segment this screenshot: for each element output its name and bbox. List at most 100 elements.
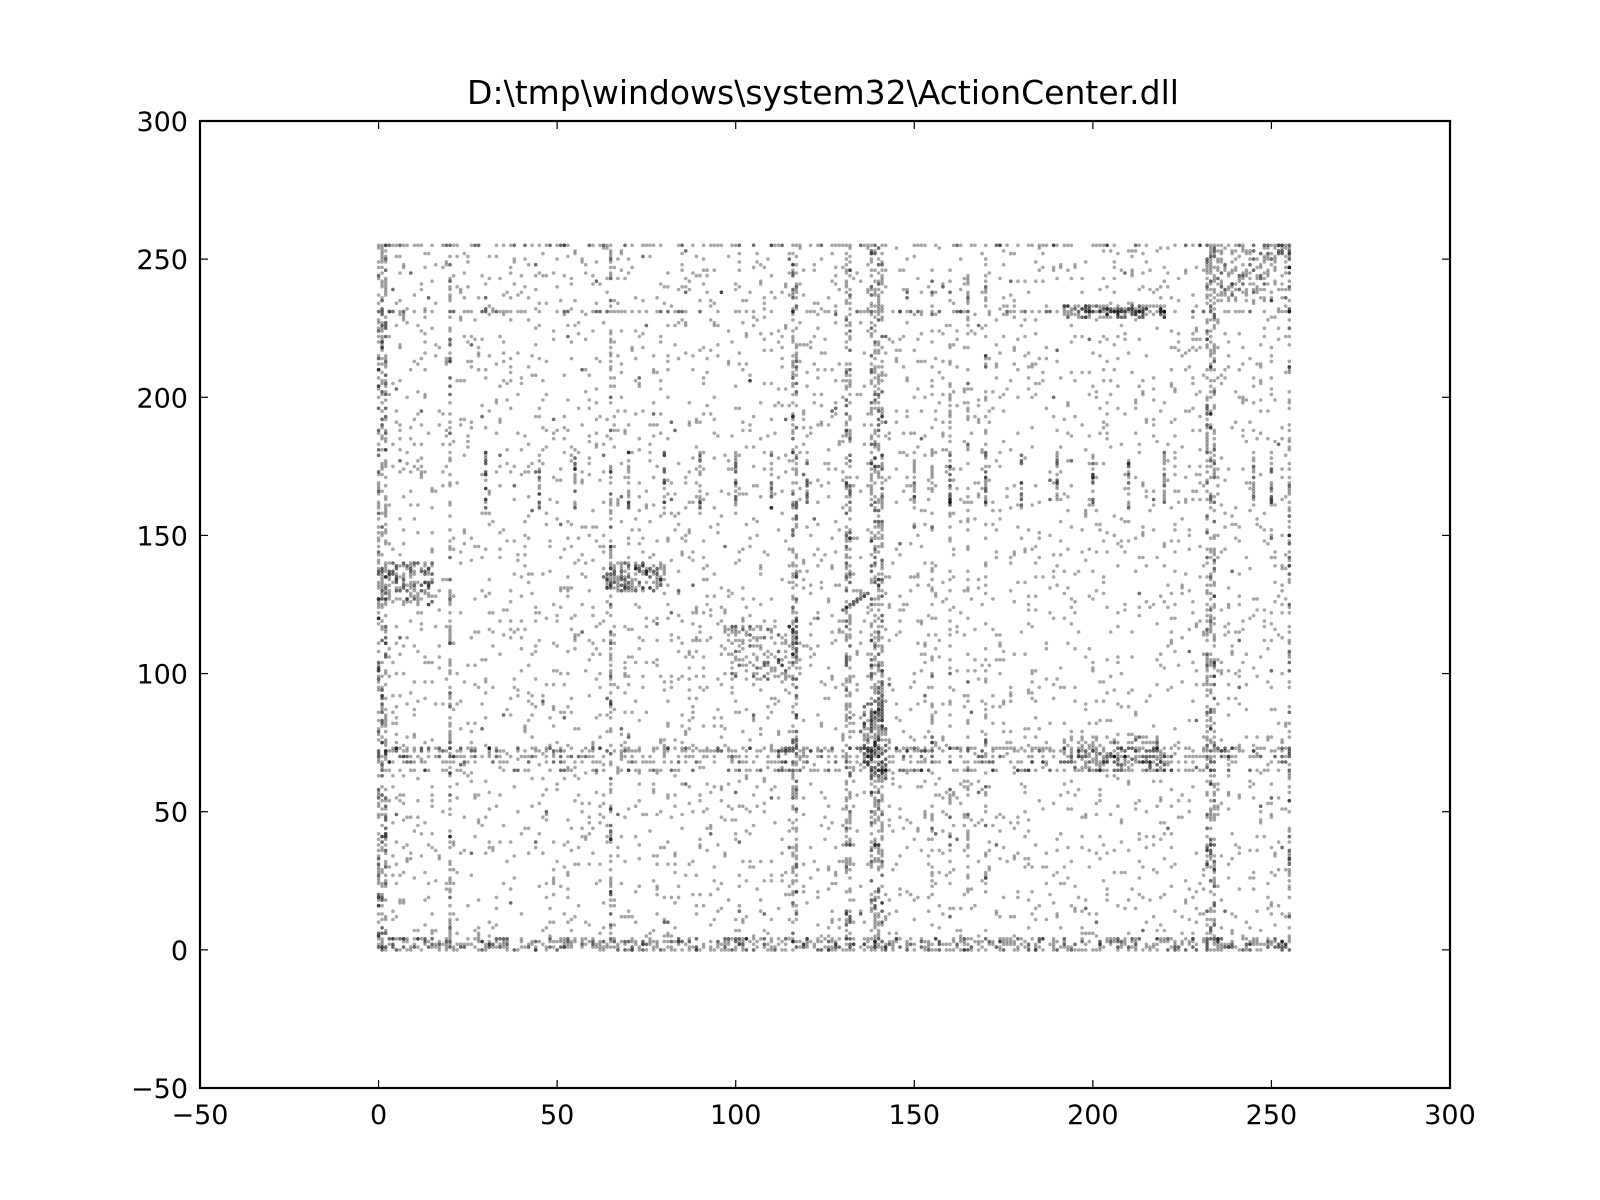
data-point (780, 577, 784, 582)
data-point (508, 901, 513, 905)
data-point (666, 699, 670, 703)
data-point (691, 704, 695, 709)
data-point (662, 680, 667, 684)
data-point (519, 945, 524, 949)
data-point (1055, 914, 1059, 919)
data-point (776, 699, 781, 703)
data-point (673, 514, 677, 518)
data-point (598, 544, 602, 549)
data-point (1083, 931, 1088, 936)
data-point (773, 696, 777, 701)
data-point (951, 343, 956, 347)
data-point (1112, 870, 1117, 875)
data-point (1194, 718, 1199, 723)
data-point (894, 409, 899, 413)
data-point (648, 937, 652, 941)
data-point (1116, 611, 1120, 615)
data-point (1216, 320, 1220, 325)
data-point (841, 738, 845, 742)
data-point (848, 674, 852, 679)
data-point (476, 937, 481, 941)
data-point (1198, 619, 1202, 623)
data-point (1273, 555, 1277, 560)
data-point (751, 942, 756, 947)
data-point (1187, 649, 1192, 654)
data-point (548, 937, 552, 941)
data-point (1137, 384, 1142, 389)
data-point (655, 862, 659, 866)
data-point (419, 611, 424, 615)
data-point (923, 945, 927, 949)
data-point (380, 591, 384, 596)
data-point (648, 829, 652, 833)
data-point (1030, 445, 1034, 449)
data-point (526, 851, 531, 855)
data-point (916, 572, 920, 576)
data-point (1216, 782, 1220, 786)
data-point (651, 782, 656, 786)
data-point (794, 862, 799, 866)
data-point (1266, 906, 1270, 911)
data-point (866, 412, 870, 416)
data-point (1287, 641, 1292, 645)
data-point (462, 417, 467, 422)
data-point (1191, 599, 1195, 604)
data-point (1169, 685, 1174, 690)
data-point (408, 815, 413, 819)
data-point (483, 450, 488, 455)
data-point (1033, 279, 1038, 284)
data-point (905, 602, 909, 607)
data-point (433, 848, 438, 853)
data-point (1251, 428, 1256, 433)
data-point (708, 298, 713, 303)
data-point (1269, 622, 1274, 626)
data-point (583, 390, 588, 394)
data-point (583, 575, 588, 579)
data-point (716, 945, 720, 949)
data-point (776, 633, 781, 637)
data-point (912, 942, 917, 947)
data-point (1208, 917, 1213, 922)
data-point (1080, 909, 1084, 913)
data-point (694, 494, 699, 499)
data-point (1183, 901, 1188, 905)
data-point (705, 273, 709, 278)
data-point (1269, 782, 1274, 786)
data-point (991, 939, 995, 944)
data-point (430, 804, 434, 808)
data-point (519, 376, 524, 380)
data-point (598, 685, 602, 690)
data-point (1026, 528, 1031, 532)
data-point (419, 832, 424, 836)
data-point (1212, 682, 1217, 687)
data-point (1187, 464, 1192, 469)
data-point (937, 848, 942, 853)
data-point (1173, 948, 1177, 952)
data-point (801, 862, 806, 866)
data-point (1116, 406, 1120, 411)
data-point (655, 309, 659, 314)
data-point (466, 439, 470, 444)
data-point (1080, 937, 1084, 941)
data-point (894, 500, 899, 505)
data-point (683, 320, 688, 325)
data-point (869, 367, 874, 372)
data-point (1080, 550, 1084, 554)
data-point (501, 378, 506, 383)
data-point (669, 633, 674, 637)
data-point (469, 635, 474, 640)
data-point (751, 265, 756, 270)
data-point (869, 928, 874, 933)
data-point (926, 948, 931, 952)
data-point (833, 406, 838, 411)
data-point (551, 669, 556, 673)
data-point (1173, 434, 1177, 438)
data-point (691, 243, 695, 248)
data-point (1058, 945, 1063, 949)
data-point (855, 271, 859, 275)
data-point (801, 417, 806, 422)
data-point (501, 243, 506, 248)
data-point (537, 762, 542, 767)
data-point (1033, 260, 1038, 264)
data-point (966, 442, 970, 447)
